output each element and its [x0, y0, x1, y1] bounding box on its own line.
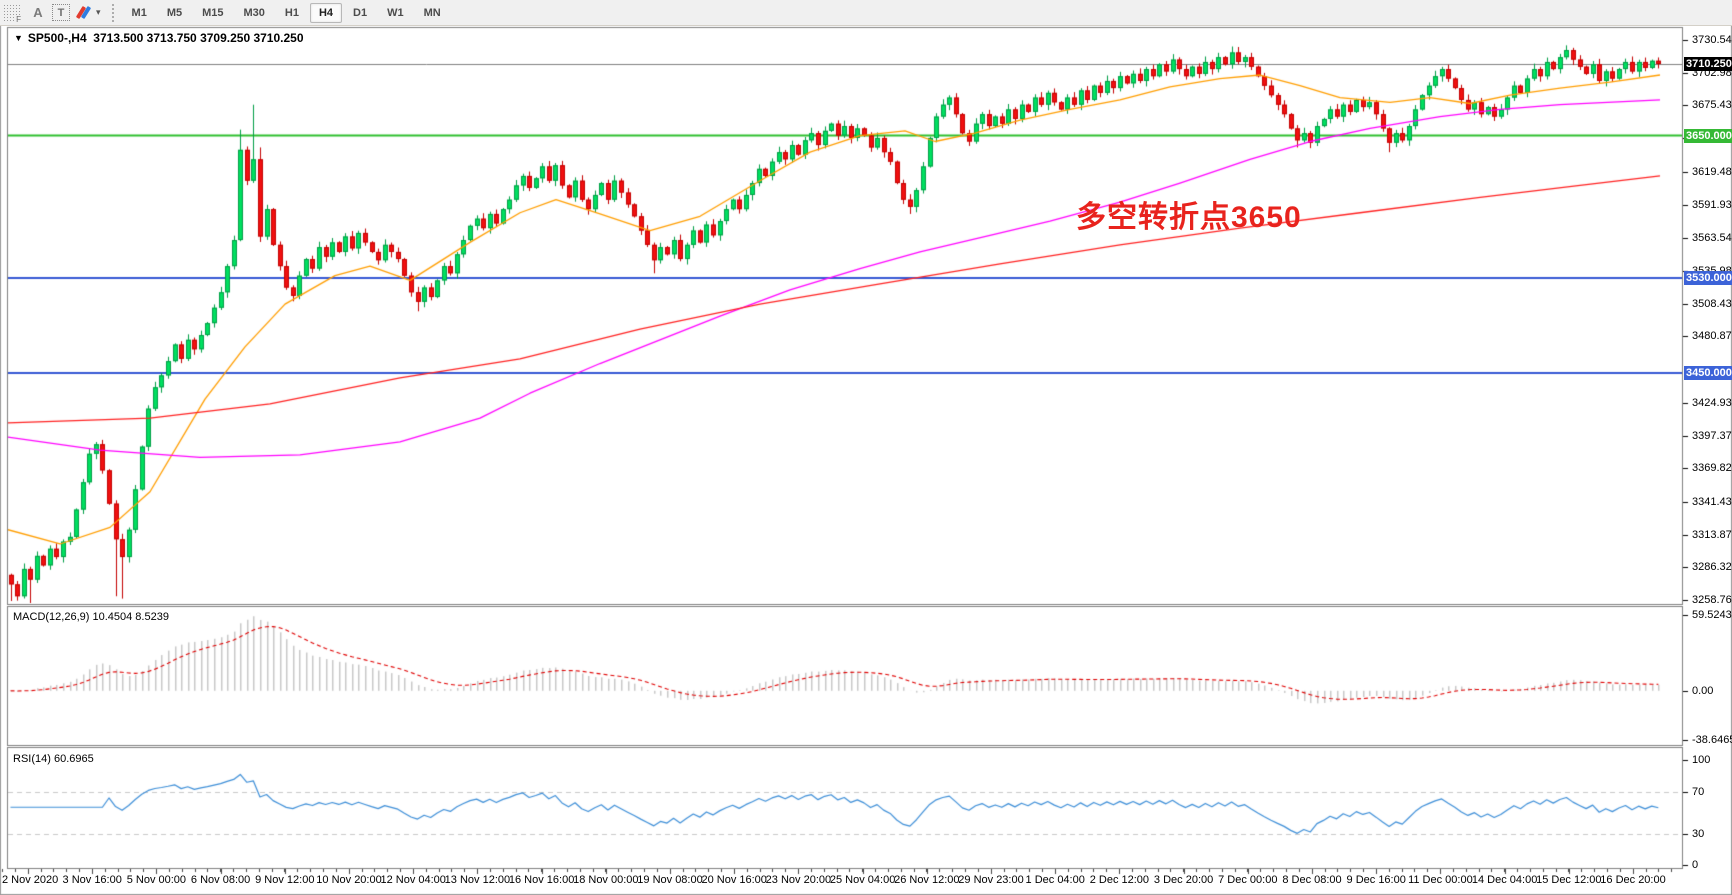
- rsi-tick-label: 30: [1692, 827, 1705, 840]
- timeframe-button-MN[interactable]: MN: [423, 6, 441, 19]
- toolbar-grip-icon[interactable]: [110, 3, 116, 22]
- time-tick-label: 20 Nov 16:00: [701, 874, 767, 886]
- time-tick-label: 12 Nov 04:00: [380, 874, 446, 886]
- toolbar: F A T ▾ M1 M5 M15 M30 H1 H4 D1 W1 MN: [0, 0, 1732, 26]
- time-tick-label: 5 Nov 00:00: [126, 874, 187, 886]
- time-tick-label: 10 Nov 20:00: [316, 874, 382, 886]
- macd-indicator-label: MACD(12,26,9) 10.4504 8.5239: [13, 611, 169, 623]
- macd-tick-label: 59.5243: [1692, 609, 1732, 621]
- price-tick-label: 3480.875: [1692, 330, 1732, 343]
- price-tick-label: 3313.875: [1692, 528, 1732, 541]
- rsi-indicator-label: RSI(14) 60.6965: [13, 753, 94, 765]
- timeframe-button-H4[interactable]: H4: [309, 2, 343, 23]
- time-tick-label: 3 Nov 16:00: [62, 874, 122, 886]
- time-tick-label: 3 Dec 20:00: [1153, 874, 1214, 886]
- time-tick-label: 14 Dec 04:00: [1471, 874, 1538, 886]
- time-tick-label: 29 Nov 23:00: [958, 874, 1024, 886]
- price-tick-label: 3675.430: [1692, 99, 1732, 112]
- price-tick-label: 3341.430: [1692, 495, 1732, 508]
- time-tick-label: 25 Nov 04:00: [829, 874, 896, 886]
- toolbar-handle-icon[interactable]: F: [3, 4, 21, 24]
- chart-title: ▼ SP500-,H4 3713.500 3713.750 3709.250 37…: [14, 31, 304, 45]
- time-tick-label: 1 Dec 04:00: [1025, 874, 1085, 886]
- price-tick-label: 3286.320: [1692, 561, 1732, 574]
- rsi-tick-label: 70: [1692, 785, 1705, 798]
- price-tick-label: 3619.485: [1692, 165, 1732, 178]
- timeframe-button-M1[interactable]: M1: [131, 6, 147, 19]
- price-tick-label: 3563.540: [1692, 232, 1732, 245]
- macd-tick-label: -38.6465: [1692, 734, 1732, 746]
- time-tick-label: 26 Nov 12:00: [894, 874, 960, 886]
- time-tick-label: 8 Dec 08:00: [1282, 874, 1342, 886]
- price-tick-label: 3508.430: [1692, 297, 1732, 310]
- timeframe-buttons: M1 M5 M15 M30 H1 H4 D1 W1 MN: [122, 2, 451, 23]
- time-tick-label: 6 Nov 08:00: [190, 874, 251, 886]
- timeframe-button-M5[interactable]: M5: [166, 6, 183, 19]
- ohlc-values: 3713.500 3713.750 3709.250 3710.250: [93, 31, 304, 45]
- price-tick-label: 3424.930: [1692, 396, 1732, 409]
- level-badge-3650: 3650.000: [1684, 128, 1732, 143]
- symbol-period-label: SP500-,H4: [27, 31, 87, 45]
- collapse-triangle-icon[interactable]: ▼: [14, 33, 23, 43]
- current-price-badge: 3710.250: [1684, 57, 1732, 72]
- label-tool-icon[interactable]: A: [33, 5, 43, 20]
- time-tick-label: 9 Dec 16:00: [1346, 874, 1406, 886]
- rsi-tick-label: 100: [1692, 754, 1711, 766]
- level-badge-3530: 3530.000: [1684, 271, 1732, 286]
- time-tick-label: 18 Nov 00:00: [573, 874, 639, 886]
- time-tick-label: 16 Dec 20:00: [1600, 874, 1666, 886]
- chevron-down-icon[interactable]: ▾: [96, 7, 101, 17]
- time-tick-label: 2 Nov 2020: [2, 874, 59, 886]
- rsi-tick-label: 0: [1692, 859, 1699, 871]
- timeframe-button-H1[interactable]: H1: [284, 6, 299, 19]
- price-tick-label: 3591.930: [1692, 198, 1732, 211]
- price-tick-label: 3397.375: [1692, 429, 1732, 442]
- time-tick-label: 2 Dec 12:00: [1089, 874, 1150, 886]
- timeframe-button-D1[interactable]: D1: [353, 6, 368, 19]
- price-tick-label: 3369.820: [1692, 462, 1732, 475]
- time-tick-label: 23 Nov 20:00: [765, 874, 832, 886]
- chart-text-annotation: 多空转折点3650: [1076, 201, 1302, 234]
- price-tick-label: 3258.765: [1692, 594, 1732, 607]
- timeframe-button-M15[interactable]: M15: [202, 6, 224, 19]
- price-tick-label: 3730.540: [1692, 33, 1732, 46]
- time-tick-label: 15 Dec 12:00: [1536, 874, 1602, 886]
- text-tool-icon[interactable]: T: [52, 4, 70, 21]
- time-tick-label: 7 Dec 00:00: [1218, 874, 1278, 886]
- time-tick-label: 16 Nov 16:00: [508, 874, 575, 886]
- macd-tick-label: 0.00: [1692, 684, 1714, 697]
- time-tick-label: 9 Nov 12:00: [255, 874, 315, 886]
- time-tick-label: 13 Nov 12:00: [444, 874, 511, 886]
- time-tick-label: 19 Nov 08:00: [637, 874, 703, 886]
- level-badge-3450: 3450.000: [1684, 366, 1732, 381]
- time-tick-label: 11 Dec 00:00: [1408, 874, 1473, 886]
- timeframe-button-M30[interactable]: M30: [243, 6, 265, 19]
- crayons-icon[interactable]: [74, 4, 94, 22]
- timeframe-button-W1[interactable]: W1: [387, 6, 404, 19]
